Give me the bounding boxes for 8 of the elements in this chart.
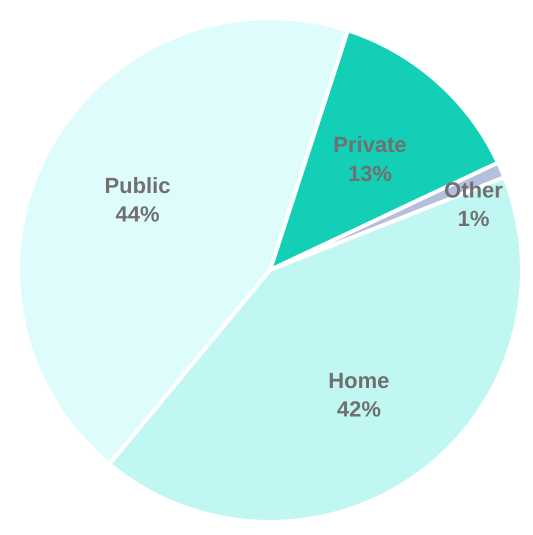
- slice-label: Private: [333, 132, 407, 158]
- slice-label: Home: [328, 368, 390, 393]
- slice-label: Public: [104, 172, 171, 198]
- data-label: 13%: [348, 160, 392, 186]
- data-label: 42%: [336, 396, 381, 422]
- data-label: 1%: [458, 206, 490, 232]
- slice-label: Other: [444, 178, 504, 203]
- data-label: 44%: [115, 201, 160, 226]
